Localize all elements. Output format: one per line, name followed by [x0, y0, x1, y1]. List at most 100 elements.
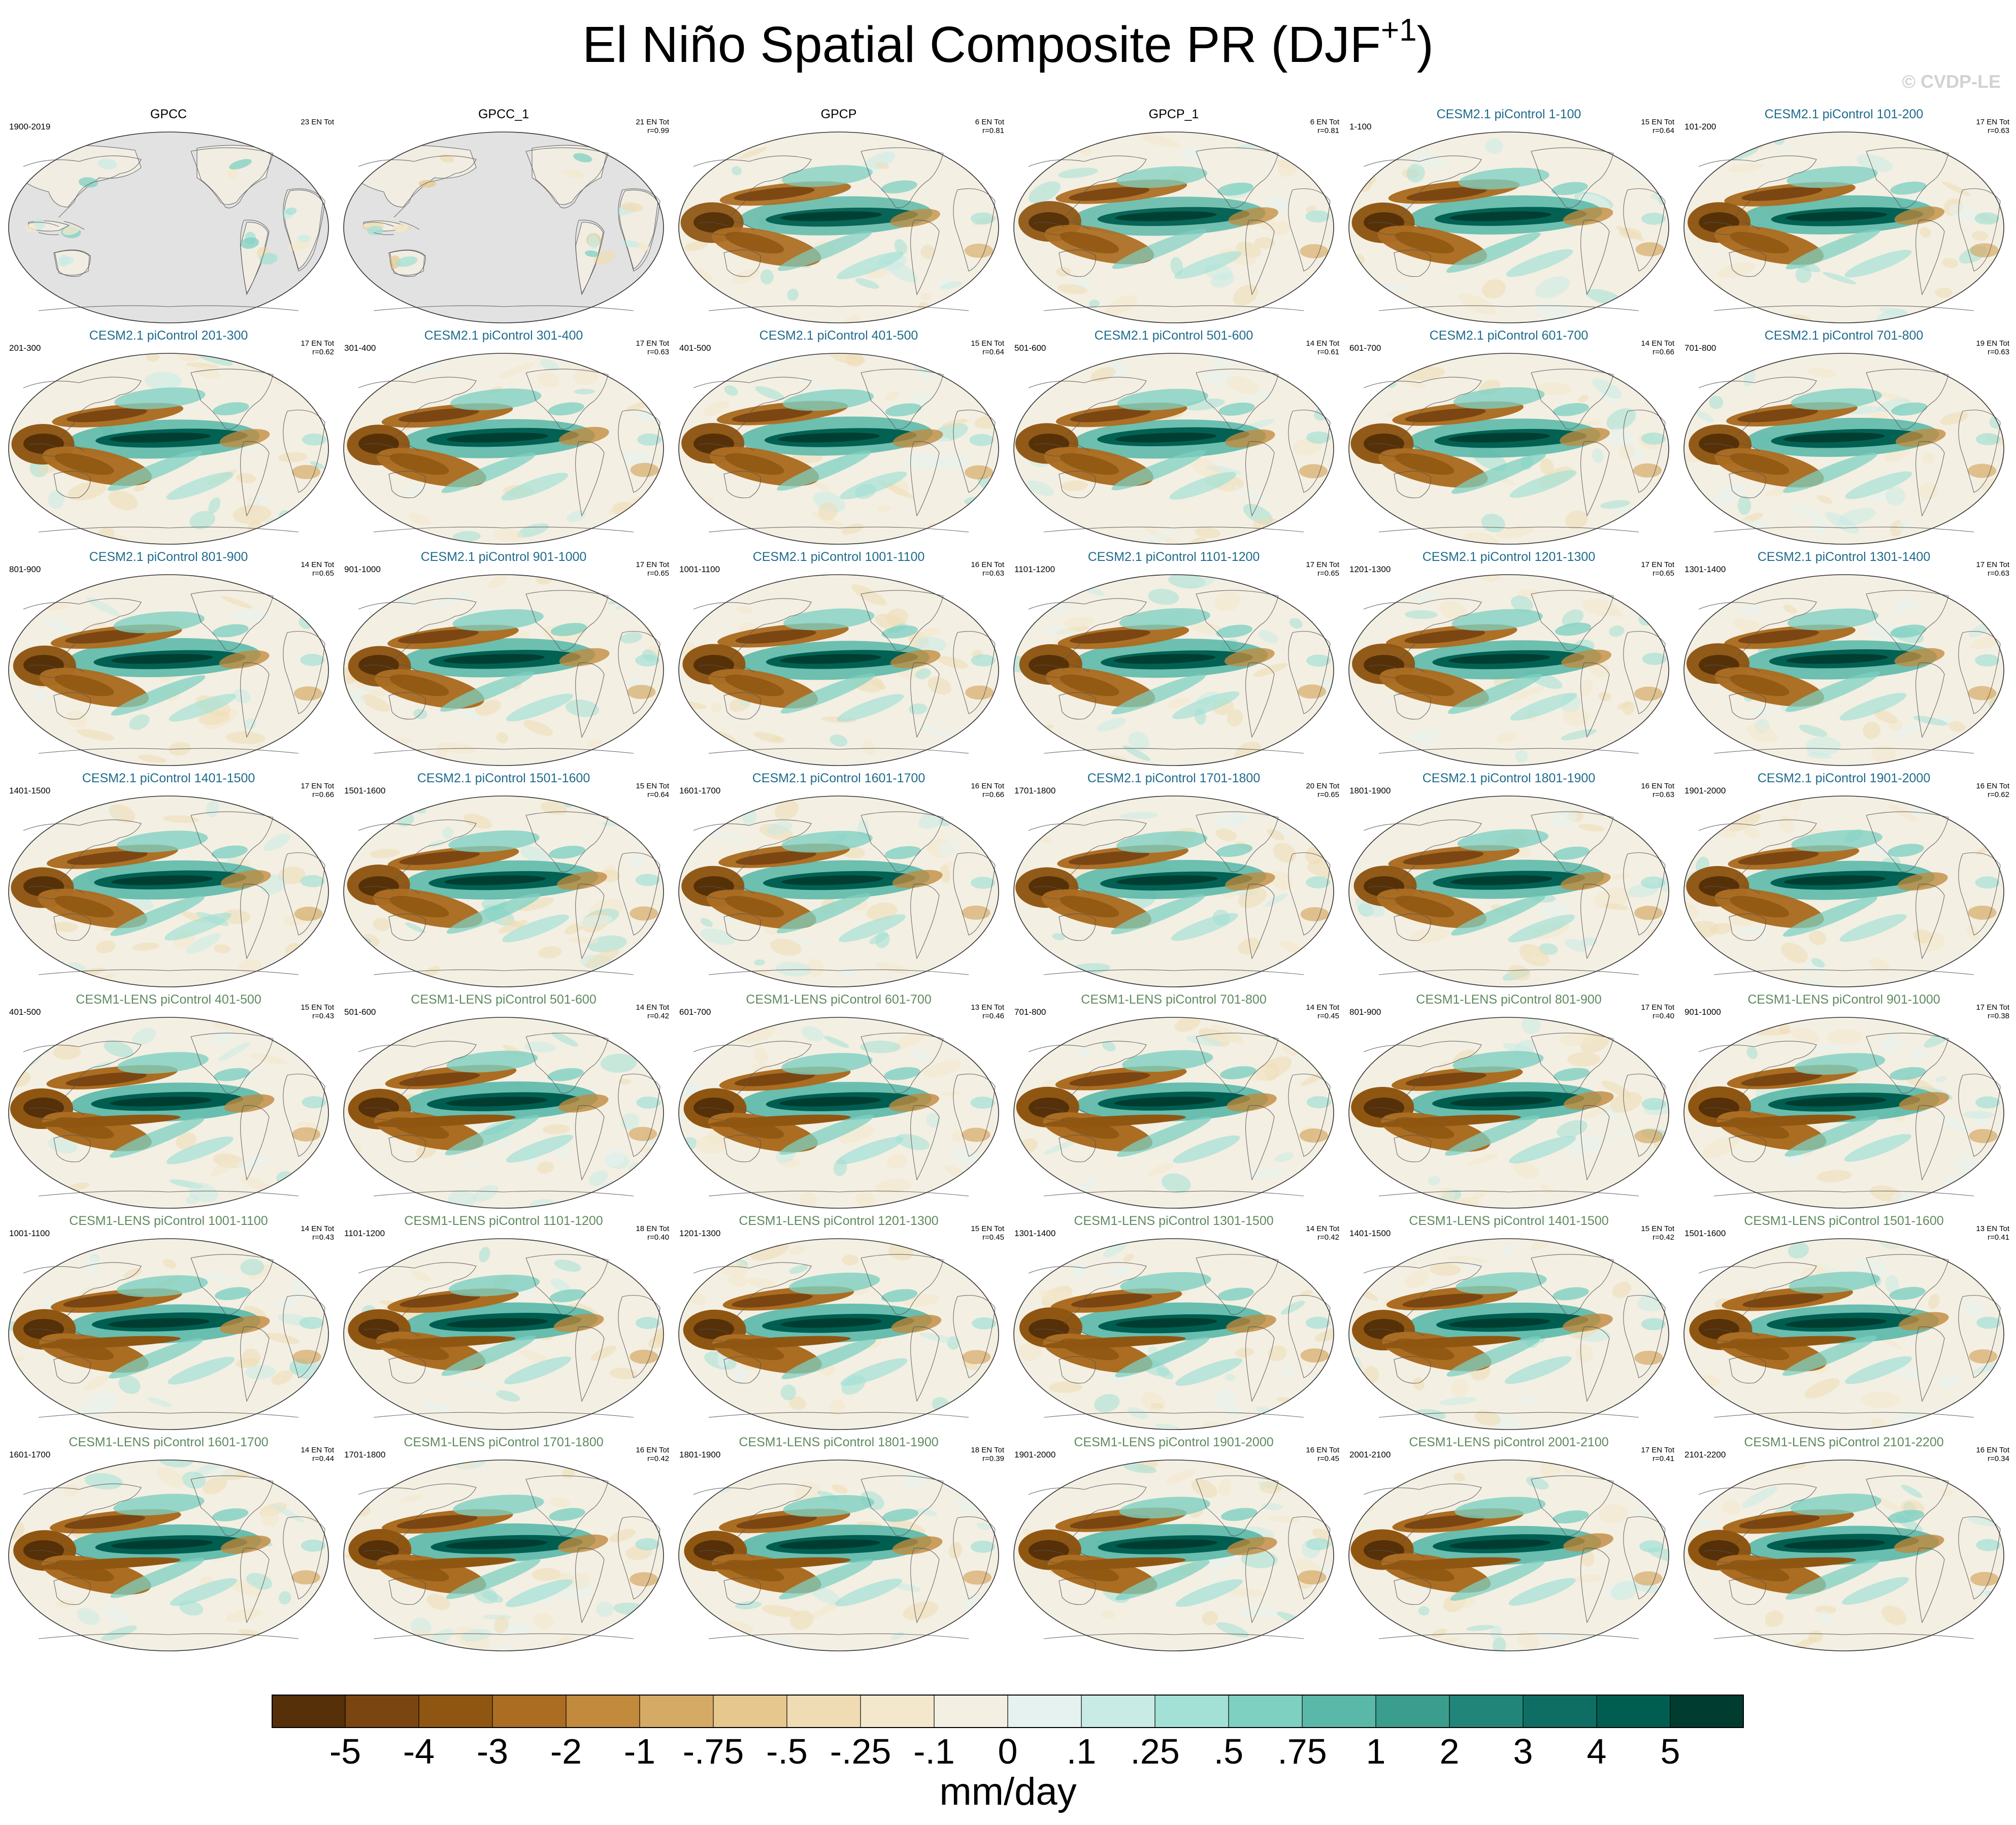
- noise-patch: [1088, 300, 1100, 308]
- maritime-coast: [1033, 663, 1090, 678]
- panel-pattern-correlation: r=0.42: [647, 1012, 669, 1020]
- wet-se-pacific: [170, 1578, 237, 1606]
- australia-coast: [723, 249, 761, 277]
- africa-coast: [1623, 1074, 1666, 1157]
- australia-coast: [388, 249, 426, 277]
- noise-patch: [799, 1190, 817, 1208]
- noise-patch: [755, 386, 785, 401]
- wet-us-gulf: [1552, 403, 1590, 416]
- noise-patch: [588, 1171, 608, 1186]
- wet-spcz-east: [1115, 1559, 1210, 1601]
- panel-stats-label: 17 EN Tot r=0.41: [1641, 1446, 1674, 1463]
- n-america-coast: [190, 1254, 274, 1315]
- africa-coast: [953, 1295, 996, 1378]
- noise-patch: [1014, 1410, 1024, 1423]
- dry-south-africa: [1634, 1129, 1663, 1144]
- noise-patch: [1052, 132, 1076, 138]
- dry-north-core: [732, 1293, 813, 1308]
- noise-patch: [1270, 221, 1291, 236]
- noise-patch: [938, 840, 958, 857]
- noise-patch: [1783, 605, 1797, 614]
- panel-stats-label: 17 EN Tot r=0.66: [301, 782, 334, 799]
- dry-south-africa: [292, 1127, 321, 1142]
- noise-patch: [679, 824, 699, 840]
- n-america-coast: [1531, 147, 1614, 209]
- noise-patch: [1894, 599, 1918, 612]
- noise-patch: [1280, 1301, 1305, 1315]
- africa-coast: [283, 188, 325, 272]
- noise-patch: [1888, 804, 1918, 821]
- panel-event-count: 14 EN Tot: [1306, 1003, 1339, 1012]
- dry-north-core: [1069, 1072, 1150, 1086]
- asia-coast: [23, 1041, 142, 1103]
- map-panel: CESM1-LENS piControl 401-500 401-500 15 EN…: [1, 992, 336, 1213]
- noise-patch: [1985, 607, 2004, 618]
- australia-coast: [1729, 1356, 1766, 1384]
- maritime-coast: [28, 885, 85, 900]
- africa-coast: [1623, 631, 1666, 714]
- wet-us-gulf: [881, 625, 918, 639]
- noise-patch: [811, 480, 831, 492]
- noise-patch: [697, 1475, 723, 1484]
- noise-patch: [919, 1333, 956, 1343]
- wet-se-pacific: [166, 1136, 234, 1165]
- australia-coast: [388, 692, 426, 720]
- africa-coast: [618, 852, 660, 936]
- noise-patch: [1754, 1419, 1774, 1430]
- dry-north-core: [1070, 408, 1151, 422]
- noise-patch: [1739, 353, 1762, 367]
- asia-coast: [693, 155, 812, 218]
- panel-stats-label: 16 EN Tot r=0.45: [1306, 1446, 1339, 1463]
- noise-patch: [1865, 621, 1904, 642]
- wet-east-africa: [637, 433, 662, 446]
- noise-patch: [129, 714, 150, 731]
- noise-patch: [841, 523, 864, 535]
- panel-event-count: 17 EN Tot: [1641, 1003, 1674, 1012]
- noise-patch: [1728, 162, 1765, 173]
- noise-patch: [1411, 151, 1445, 169]
- noise-patch: [679, 1239, 689, 1253]
- land-anomaly: [587, 234, 599, 249]
- noise-patch: [1027, 1193, 1050, 1206]
- wet-us-gulf: [881, 180, 917, 193]
- noise-patch: [1508, 686, 1544, 701]
- noise-patch: [1779, 1023, 1790, 1035]
- dry-south-core: [54, 674, 114, 696]
- asia-coast: [1028, 1041, 1147, 1103]
- n-america-coast: [190, 1033, 274, 1094]
- noise-patch: [917, 1508, 937, 1516]
- noise-patch: [741, 1460, 759, 1472]
- panel-event-count: 6 EN Tot: [1310, 118, 1339, 126]
- wet-east-africa: [969, 434, 994, 446]
- noise-patch: [26, 527, 40, 539]
- noise-patch: [706, 137, 718, 156]
- wet-us-gulf: [885, 403, 922, 417]
- wet-east-africa: [636, 1097, 661, 1109]
- dry-south-africa: [1634, 1350, 1663, 1365]
- wet-spcz-east: [777, 450, 871, 491]
- noise-patch: [1765, 486, 1789, 497]
- noise-patch: [918, 723, 955, 740]
- panel-title: CESM1-LENS piControl 1701-1800: [404, 1435, 604, 1449]
- africa-coast: [953, 1516, 996, 1600]
- noise-patch: [1874, 709, 1898, 724]
- dry-atlantic-amazon: [1895, 428, 1946, 447]
- noise-patch: [687, 141, 707, 154]
- s-america-coast: [1915, 662, 1945, 738]
- map-panel: CESM2.1 piControl 1601-1700 1601-1700 16 E…: [671, 771, 1006, 992]
- map-panel: CESM2.1 piControl 401-500 401-500 15 EN To…: [671, 328, 1006, 549]
- australia-coast: [723, 1135, 761, 1163]
- map: [8, 1238, 329, 1430]
- noise-patch: [1026, 577, 1060, 585]
- noise-patch: [1300, 1290, 1313, 1297]
- noise-patch: [941, 418, 968, 427]
- panel-years-label: 701-800: [1014, 1007, 1046, 1017]
- noise-patch: [1370, 813, 1399, 821]
- noise-patch: [679, 301, 710, 318]
- noise-patch: [1221, 1405, 1244, 1416]
- dry-atlantic-amazon: [1563, 1533, 1613, 1552]
- noise-patch: [305, 1032, 321, 1045]
- panel-event-count: 16 EN Tot: [971, 560, 1004, 569]
- panel-title: GPCP_1: [1148, 107, 1199, 121]
- panel-stats-label: 16 EN Tot r=0.63: [1641, 782, 1674, 799]
